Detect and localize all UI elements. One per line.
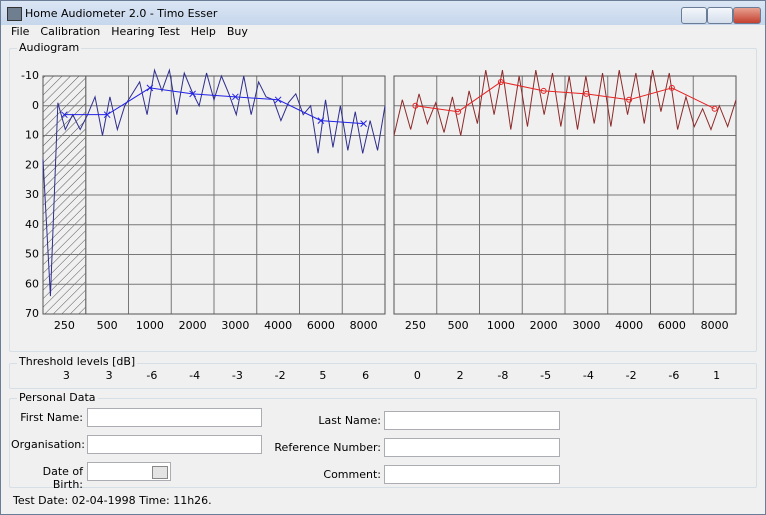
threshold-marker [668,84,675,91]
x-tick-label: 1000 [487,319,515,332]
plot-border [393,75,737,315]
field-label: Organisation: [11,438,85,451]
date-dropdown[interactable] [152,466,168,479]
threshold-marker [412,102,419,109]
threshold-value: -2 [626,369,637,382]
threshold-marker [146,84,154,92]
field-label: First Name: [20,411,83,424]
threshold-value: -4 [189,369,200,382]
x-tick-label: 8000 [701,319,729,332]
y-tick-label: 50 [25,248,39,261]
threshold-group [9,363,757,389]
threshold-marker [583,90,590,97]
y-tick-label: 60 [25,277,39,290]
threshold-value: 3 [63,369,70,382]
threshold-marker [274,96,282,104]
text-input[interactable] [384,465,560,484]
threshold-marker [711,105,718,112]
threshold-value: 1 [713,369,720,382]
window-title: Home Audiometer 2.0 - Timo Esser [25,7,218,20]
threshold-marker [61,111,68,119]
menu-item[interactable]: Help [190,25,216,38]
group-title: Personal Data [17,391,98,404]
y-tick-label: 40 [25,218,39,231]
threshold-value: 2 [457,369,464,382]
threshold-marker [317,117,325,124]
x-tick-label: 4000 [615,319,643,332]
maximize-button[interactable] [707,7,733,24]
x-tick-label: 250 [405,319,426,332]
threshold-value: -2 [275,369,286,382]
x-tick-label: 2000 [530,319,558,332]
threshold-marker [540,87,547,94]
threshold-line [415,81,715,113]
text-input[interactable] [87,435,262,454]
x-tick-label: 6000 [307,319,335,332]
x-tick-label: 1000 [136,319,164,332]
title-bar: Home Audiometer 2.0 - Timo Esser [1,1,765,25]
x-tick-label: 4000 [264,319,292,332]
text-input[interactable] [384,438,560,457]
threshold-value: -6 [668,369,679,382]
x-tick-label: 500 [97,319,118,332]
x-tick-label: 250 [54,319,75,332]
threshold-marker [189,90,196,98]
y-tick-label: 10 [25,129,39,142]
menu-bar: File Calibration Hearing Test Help Buy [1,25,765,40]
text-input[interactable] [87,462,171,481]
field-label: Comment: [323,468,381,481]
y-tick-label: 0 [32,99,39,112]
field-label: Last Name: [318,414,381,427]
threshold-value: -8 [497,369,508,382]
plot-border [42,75,386,315]
personal-group [9,398,757,488]
threshold-marker [497,78,504,85]
y-tick-label: -10 [21,69,39,82]
field-label: Reference Number: [274,441,381,454]
audiogram-charts: -10010203040506070250350031000-62000-430… [21,68,737,382]
threshold-marker [232,93,239,101]
threshold-marker [360,120,367,127]
threshold-value: 0 [414,369,421,382]
minimize-button[interactable] [681,7,707,24]
x-tick-label: 3000 [221,319,249,332]
x-tick-label: 8000 [350,319,378,332]
response-trace [42,68,386,297]
close-button[interactable] [733,7,761,24]
menu-item[interactable]: Calibration [40,25,101,38]
response-trace [393,69,737,136]
field-label: Date of Birth: [42,465,83,491]
menu-item[interactable]: Buy [226,25,248,38]
group-title: Audiogram [17,41,82,54]
threshold-value: -6 [146,369,157,382]
threshold-value: -5 [540,369,551,382]
text-input[interactable] [87,408,262,427]
threshold-value: -3 [232,369,243,382]
app-icon [7,7,22,21]
threshold-value: 3 [106,369,113,382]
x-tick-label: 3000 [572,319,600,332]
audiogram-group [9,48,757,352]
threshold-line [64,87,364,125]
threshold-value: 6 [362,369,369,382]
x-tick-label: 6000 [658,319,686,332]
threshold-value: 5 [319,369,326,382]
x-tick-label: 500 [448,319,469,332]
threshold-marker [455,108,462,115]
menu-item[interactable]: Hearing Test [111,25,180,38]
group-title: Threshold levels [dB] [17,355,138,368]
menu-item[interactable]: File [11,25,30,38]
status-bar: Test Date: 02-04-1998 Time: 11h26. [13,494,212,507]
y-tick-label: 20 [25,158,39,171]
threshold-value: -4 [583,369,594,382]
x-tick-label: 2000 [179,319,207,332]
y-tick-label: 30 [25,188,39,201]
text-input[interactable] [384,411,560,430]
threshold-marker [103,111,111,119]
threshold-marker [626,96,633,103]
y-tick-label: 70 [25,307,39,320]
